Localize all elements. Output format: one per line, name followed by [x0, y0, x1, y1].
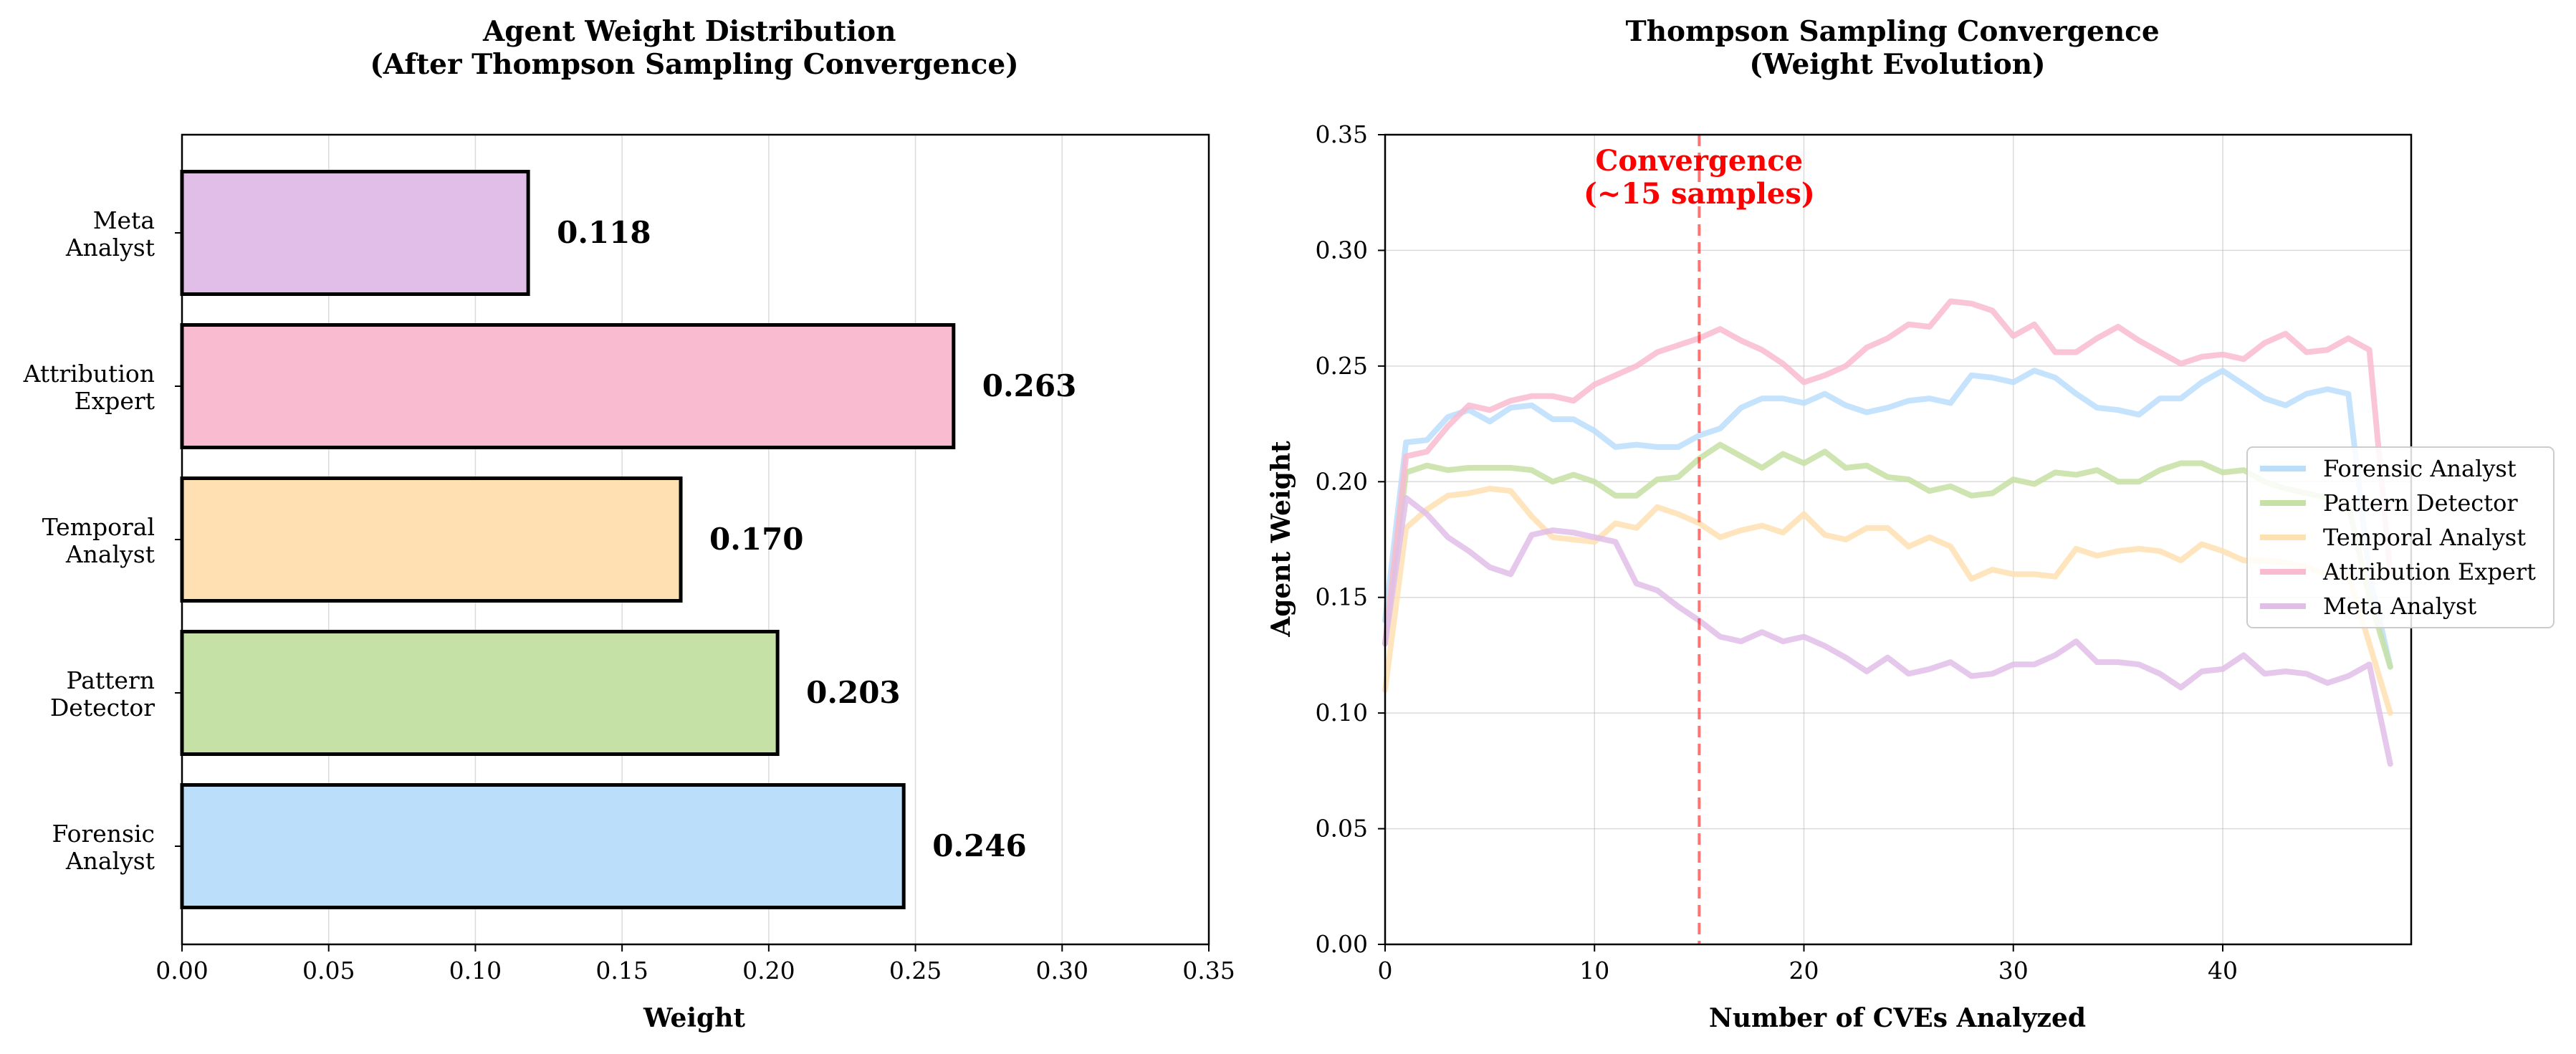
line-y-tick-label: 0.10 [1316, 699, 1368, 727]
bar [180, 476, 683, 603]
legend-entry: Pattern Detector [2323, 489, 2518, 517]
bar-x-tick-label: 0.05 [302, 957, 355, 984]
series-line [1382, 486, 2393, 717]
series-line [1382, 441, 2393, 670]
bar-x-tick-label: 0.25 [889, 957, 942, 984]
line-x-tick-label: 10 [1579, 957, 1609, 984]
line-chart-panel: Thompson Sampling Convergence (Weight Ev… [1266, 15, 2555, 1033]
legend-entry: Meta Analyst [2323, 593, 2476, 620]
series-line [1382, 494, 2393, 767]
bar-category-label: Pattern Detector [50, 666, 155, 722]
line-chart-series [1382, 298, 2393, 767]
bar-x-tick-label: 0.35 [1182, 957, 1235, 984]
bar [180, 630, 780, 756]
series-line [1382, 368, 2393, 670]
bar-chart-bars [180, 170, 956, 909]
bar-value-label: 0.203 [806, 675, 901, 710]
bar [180, 170, 530, 296]
line-y-tick-label: 0.20 [1316, 467, 1368, 495]
bar-category-label: Meta Analyst [65, 206, 155, 262]
legend-box [2246, 446, 2555, 628]
line-y-tick-label: 0.00 [1316, 930, 1368, 958]
line-chart-x-ticks: 0 10 20 30 40 [1378, 944, 2238, 984]
bar-x-tick-label: 0.00 [155, 957, 208, 984]
bar-category-label: Attribution Expert [23, 360, 155, 415]
line-chart-x-axis-label: Number of CVEs Analyzed [1709, 1003, 2086, 1033]
bar [180, 783, 906, 909]
line-y-tick-label: 0.05 [1316, 815, 1368, 843]
bar-chart-x-ticks: 0.00 0.05 0.10 0.15 0.20 0.25 0.30 0.35 [155, 944, 1235, 984]
bar-chart-frame [181, 133, 1210, 946]
legend-entry: Forensic Analyst [2323, 455, 2517, 482]
line-x-tick-label: 20 [1789, 957, 1819, 984]
bar-chart-x-axis-label: Weight [643, 1003, 745, 1033]
legend-entry: Attribution Expert [2322, 558, 2536, 585]
series-line [1382, 298, 2393, 647]
bar-category-label: Forensic Analyst [52, 820, 155, 875]
bar-x-tick-label: 0.10 [449, 957, 502, 984]
bar-value-label: 0.118 [557, 215, 651, 250]
bar-value-label: 0.263 [982, 368, 1077, 403]
bar-chart-value-labels: 0.246 0.203 0.170 0.263 0.118 [557, 215, 1076, 863]
line-chart-legend: Forensic Analyst Pattern Detector Temporal… [2246, 446, 2555, 628]
bar-chart-title: Agent Weight Distribution (After Thompso… [370, 15, 1018, 81]
legend-entry: Temporal Analyst [2323, 524, 2526, 551]
line-y-tick-label: 0.35 [1316, 120, 1368, 148]
line-chart-y-axis-label: Agent Weight [1266, 441, 1296, 638]
line-x-tick-label: 30 [1998, 957, 2029, 984]
bar-x-tick-label: 0.20 [742, 957, 795, 984]
line-chart-y-ticks: 0.00 0.05 0.10 0.15 0.20 0.25 0.30 0.35 [1316, 120, 1385, 958]
line-y-tick-label: 0.30 [1316, 236, 1368, 264]
line-x-tick-label: 0 [1378, 957, 1393, 984]
bar-chart-category-labels: Forensic Analyst Pattern Detector Temporal An… [23, 206, 182, 875]
bar-value-label: 0.170 [709, 522, 804, 557]
bar [180, 323, 956, 449]
convergence-annotation: Convergence (~15 samples) [1584, 135, 1815, 944]
line-chart-title: Thompson Sampling Convergence (Weight Ev… [1626, 15, 2170, 81]
line-y-tick-label: 0.15 [1316, 583, 1368, 611]
line-y-tick-label: 0.25 [1316, 352, 1368, 380]
bar-category-label: Temporal Analyst [42, 513, 155, 568]
bar-x-tick-label: 0.30 [1036, 957, 1088, 984]
bar-x-tick-label: 0.15 [595, 957, 648, 984]
line-x-tick-label: 40 [2208, 957, 2238, 984]
bar-value-label: 0.246 [932, 828, 1027, 863]
bar-chart-panel: Agent Weight Distribution (After Thompso… [23, 15, 1235, 1033]
convergence-label: Convergence (~15 samples) [1584, 144, 1815, 211]
